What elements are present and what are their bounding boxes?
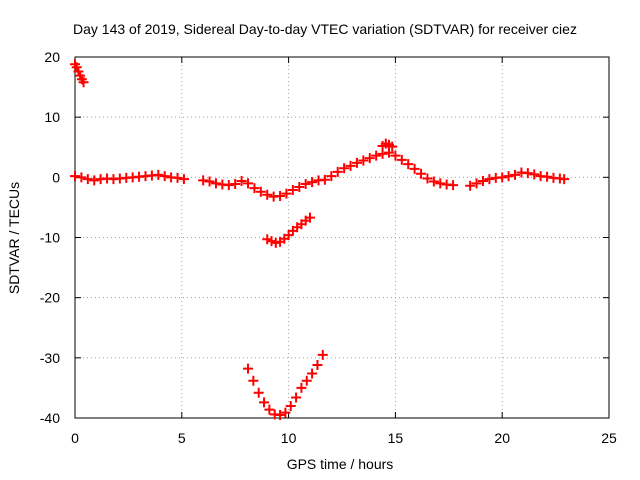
series-main-trace [70, 147, 570, 202]
data-point [312, 360, 323, 371]
x-tick-label: 10 [281, 430, 297, 446]
data-point [223, 180, 234, 191]
data-point [435, 178, 446, 189]
data-point [510, 169, 521, 180]
data-point [210, 178, 221, 189]
x-tick-label: 15 [388, 430, 404, 446]
data-point [178, 174, 189, 185]
data-point [477, 175, 488, 186]
x-tick-label: 5 [178, 430, 186, 446]
series-middle-dip [262, 212, 315, 248]
data-point [243, 363, 254, 374]
y-tick-label: -30 [40, 350, 60, 366]
data-point [76, 172, 87, 183]
data-point [364, 153, 375, 164]
data-point [377, 148, 388, 159]
data-point [387, 141, 398, 152]
data-point [345, 160, 356, 171]
series-peak-near-15 [377, 138, 398, 152]
grid-layer [75, 57, 609, 418]
x-tick-label: 0 [71, 430, 79, 446]
data-point [307, 177, 318, 188]
series-deep-dip [243, 349, 328, 420]
data-point [358, 155, 369, 166]
x-tick-label: 20 [494, 430, 510, 446]
data-point [280, 407, 291, 418]
y-tick-label: 10 [44, 109, 60, 125]
data-point [390, 150, 401, 161]
data-point [471, 178, 482, 189]
data-point [300, 178, 311, 189]
data-point [317, 349, 328, 360]
data-point [422, 173, 433, 184]
data-point [285, 400, 296, 411]
data-point [253, 387, 264, 398]
data-point [198, 175, 209, 186]
data-point [255, 186, 266, 197]
y-tick-label: 0 [52, 169, 60, 185]
data-point [270, 237, 281, 248]
series-layer [70, 59, 570, 420]
y-axis-label: SDTVAR / TECUs [6, 182, 22, 294]
data-point [339, 163, 350, 174]
data-point [264, 404, 275, 415]
data-point [484, 174, 495, 185]
data-point [307, 368, 318, 379]
y-tick-label: -20 [40, 290, 60, 306]
data-point [204, 176, 215, 187]
data-point [326, 171, 337, 182]
data-point [559, 174, 570, 185]
data-point [301, 375, 312, 386]
data-point [153, 169, 164, 180]
data-point [275, 190, 286, 201]
data-point [409, 163, 420, 174]
data-point [159, 171, 170, 182]
data-point [428, 176, 439, 187]
data-point [371, 150, 382, 161]
y-tick-label: 20 [44, 49, 60, 65]
data-point [332, 166, 343, 177]
data-point [275, 409, 286, 420]
data-point [522, 168, 533, 179]
data-point [259, 397, 270, 408]
data-point [319, 174, 330, 185]
data-point [89, 175, 100, 186]
y-tick-label: -10 [40, 230, 60, 246]
data-point [283, 230, 294, 241]
data-point [296, 382, 307, 393]
data-point [465, 180, 476, 191]
data-point [249, 183, 260, 194]
data-point [448, 180, 459, 191]
tick-layer: 0 5 10 15 20 25 -40 -30 -20 -10 0 10 20 [40, 49, 617, 446]
x-tick-label: 25 [601, 430, 617, 446]
series-top-left-arc [70, 59, 89, 88]
data-point [396, 154, 407, 165]
data-point [82, 174, 93, 185]
chart-title: Day 143 of 2019, Sidereal Day-to-day VTE… [73, 21, 577, 37]
x-axis-label: GPS time / hours [287, 456, 394, 472]
data-point [351, 157, 362, 168]
data-point [70, 171, 80, 182]
data-point [529, 169, 540, 180]
data-point [503, 171, 514, 182]
data-point [172, 172, 183, 183]
data-point [403, 159, 414, 170]
data-point [287, 184, 298, 195]
data-point [262, 189, 273, 200]
data-point [243, 178, 254, 189]
data-point [236, 175, 247, 186]
data-point [281, 188, 292, 199]
data-point [248, 375, 259, 386]
data-point [542, 171, 553, 182]
data-point [416, 168, 427, 179]
data-point [78, 77, 89, 88]
data-point [304, 212, 315, 223]
data-point [294, 181, 305, 192]
data-point [383, 147, 394, 158]
data-point [291, 392, 302, 403]
y-tick-label: -40 [40, 410, 60, 426]
data-point [497, 172, 508, 183]
data-point [230, 178, 241, 189]
